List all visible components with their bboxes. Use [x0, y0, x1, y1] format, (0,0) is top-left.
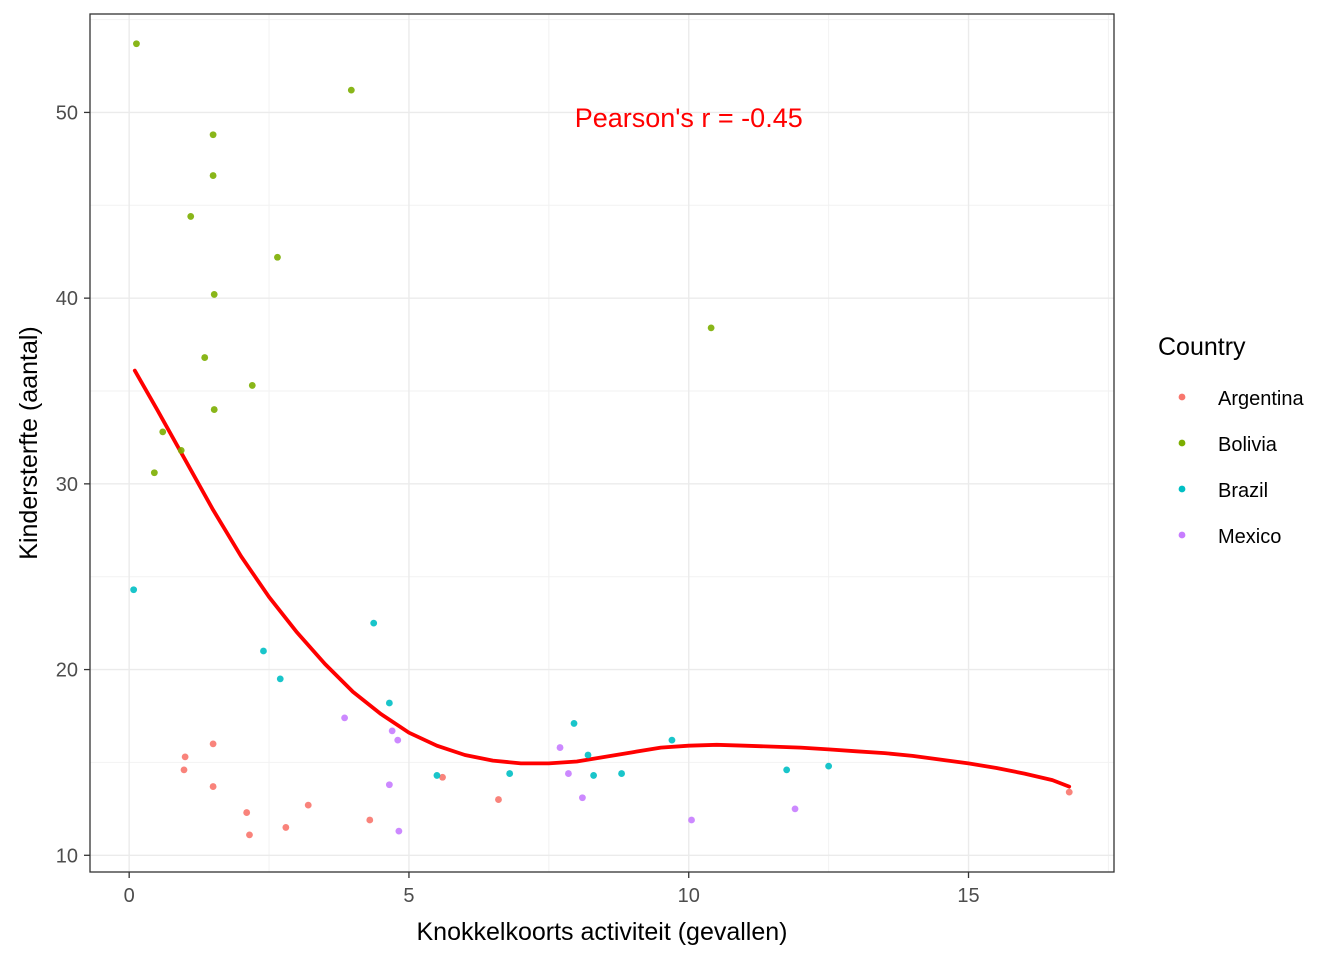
data-point-brazil	[590, 772, 598, 779]
y-axis-title: Kindersterfte (aantal)	[15, 326, 43, 559]
data-point-brazil	[506, 770, 514, 777]
x-axis-ticks: 0 5 10 15	[124, 872, 980, 907]
data-point-mexico	[388, 727, 396, 735]
plot-border	[89, 13, 1115, 873]
x-tick-label: 0	[124, 885, 135, 907]
data-point-bolivia	[248, 382, 256, 389]
data-point-argentina	[209, 740, 217, 748]
y-tick-label: 30	[56, 474, 78, 496]
data-point-brazil	[584, 751, 592, 759]
data-point-mexico	[394, 736, 402, 744]
data-point-brazil	[668, 736, 676, 744]
data-point-brazil	[260, 647, 267, 655]
data-point-bolivia	[707, 324, 715, 332]
legend-label-mexico: Mexico	[1218, 526, 1281, 548]
x-tick-label: 10	[678, 885, 700, 907]
legend-label-brazil: Brazil	[1218, 480, 1268, 502]
data-point-argentina	[304, 801, 312, 809]
data-point-bolivia	[177, 447, 185, 454]
data-point-mexico	[385, 781, 393, 789]
y-tick-label: 20	[56, 660, 78, 682]
data-point-mexico	[395, 827, 403, 835]
data-point-brazil	[783, 766, 791, 774]
data-point-brazil	[370, 619, 378, 627]
data-point-argentina	[495, 796, 502, 803]
legend: Country Argentina Bolivia Brazil Mexico	[1158, 333, 1304, 548]
x-tick-label: 5	[403, 885, 414, 907]
legend-label-bolivia: Bolivia	[1218, 434, 1278, 456]
data-point-mexico	[791, 805, 799, 813]
y-tick-label: 10	[56, 845, 78, 867]
legend-title: Country	[1158, 333, 1246, 361]
data-point-brazil	[618, 770, 625, 777]
data-point-bolivia	[209, 131, 217, 139]
smooth-line-layer	[132, 368, 1072, 789]
data-point-brazil	[385, 699, 393, 707]
data-point-mexico	[565, 770, 572, 777]
data-point-mexico	[688, 816, 695, 824]
data-point-bolivia	[209, 172, 217, 179]
data-point-bolivia	[274, 253, 281, 261]
minor-gridlines	[90, 14, 1114, 872]
data-point-brazil	[130, 586, 138, 594]
data-point-argentina	[282, 824, 290, 831]
data-point-argentina	[209, 783, 217, 790]
legend-key-bolivia	[1178, 439, 1186, 447]
data-point-brazil	[825, 762, 833, 770]
legend-key-brazil	[1178, 485, 1186, 493]
x-tick-label: 15	[957, 885, 979, 907]
data-point-argentina	[1065, 788, 1073, 796]
pearson-annotation: Pearson's r = -0.45	[575, 103, 803, 133]
legend-key-mexico	[1178, 531, 1186, 539]
data-point-argentina	[439, 773, 446, 781]
data-point-bolivia	[201, 354, 209, 361]
legend-key-argentina	[1178, 393, 1186, 401]
legend-label-argentina: Argentina	[1218, 388, 1304, 410]
data-point-mexico	[579, 794, 586, 802]
major-gridlines	[90, 14, 1114, 872]
y-tick-label: 40	[56, 288, 78, 310]
data-point-brazil	[276, 675, 284, 683]
data-point-argentina	[366, 816, 374, 824]
y-axis-ticks: 10 20 30 40 50	[56, 102, 90, 867]
data-points-layer	[130, 40, 1073, 839]
data-point-bolivia	[187, 213, 195, 220]
data-point-argentina	[246, 831, 253, 839]
data-point-bolivia	[347, 86, 355, 94]
data-point-argentina	[181, 753, 189, 761]
data-point-mexico	[341, 714, 349, 722]
data-point-bolivia	[210, 291, 218, 298]
data-point-brazil	[570, 720, 578, 727]
data-point-argentina	[180, 766, 188, 774]
data-point-mexico	[556, 744, 564, 751]
y-tick-label: 50	[56, 102, 78, 124]
data-point-bolivia	[133, 40, 140, 48]
data-point-bolivia	[210, 406, 218, 413]
data-point-argentina	[243, 809, 251, 816]
data-point-bolivia	[150, 469, 158, 477]
data-point-bolivia	[159, 428, 167, 436]
x-axis-title: Knokkelkoorts activiteit (gevallen)	[417, 918, 788, 946]
smooth-trend-line	[132, 368, 1072, 789]
data-point-brazil	[433, 772, 441, 779]
